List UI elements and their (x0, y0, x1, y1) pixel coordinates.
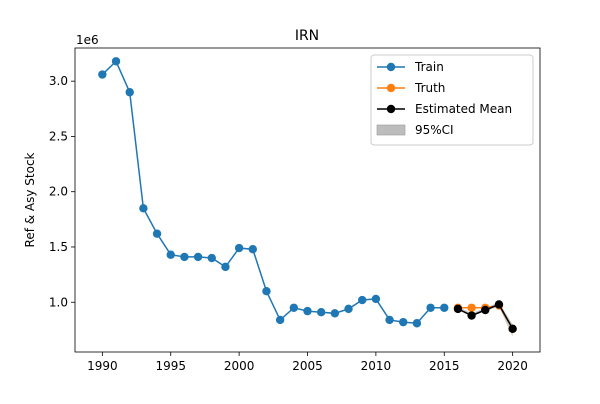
data-point-train (371, 294, 381, 304)
series-estimated-mean (453, 300, 517, 333)
data-point-train (125, 88, 134, 97)
data-point-train (193, 252, 203, 262)
data-point-estimated-mean (481, 305, 490, 315)
legend-label-train: Train (414, 60, 444, 74)
data-point-estimated-mean (453, 304, 463, 314)
data-point-train (139, 204, 148, 213)
x-tick-label: 2005 (292, 359, 323, 373)
legend-label-truth: Truth (414, 81, 445, 95)
data-point-train (289, 303, 299, 312)
data-point-estimated-mean (508, 324, 517, 333)
legend-marker-truth (386, 83, 396, 93)
x-tick-label: 2015 (429, 359, 460, 373)
x-tick-label: 2020 (497, 359, 528, 373)
data-point-train (207, 253, 216, 263)
data-point-train (180, 252, 189, 262)
legend-box (370, 54, 534, 146)
y-tick-label: 2.0 (49, 185, 68, 199)
data-point-train (303, 306, 312, 316)
legend-marker-train (386, 62, 396, 72)
legend-label-95-ci: 95%CI (415, 123, 454, 137)
series-train (98, 57, 449, 328)
data-point-train (275, 315, 285, 325)
data-point-train (248, 244, 257, 254)
legend-patch-95-ci (376, 124, 406, 136)
data-point-train (385, 315, 394, 325)
axes-layer: 1990 1995 2000 2005 2010 2015 2020 1.0 1.5 2.0 2.5… (49, 47, 541, 373)
data-point-train (426, 303, 435, 312)
data-point-train (262, 287, 271, 296)
data-point-train (399, 317, 408, 327)
data-point-train (412, 319, 422, 328)
x-tick-label: 1990 (87, 359, 118, 373)
data-point-estimated-mean (467, 311, 476, 320)
y-tick-label: 1.5 (49, 240, 68, 254)
y-tick-label: 1.0 (49, 295, 68, 309)
x-tick-label: 2010 (361, 359, 392, 373)
data-point-train (330, 309, 340, 318)
data-point-train (152, 229, 162, 238)
x-tick-label: 2000 (224, 359, 255, 373)
chart-title: IRN (295, 28, 319, 44)
data-point-truth (467, 303, 476, 312)
data-point-train (166, 250, 175, 259)
data-point-train (111, 57, 121, 66)
data-point-train (98, 70, 107, 79)
data-point-train (234, 243, 244, 253)
y-tick-label: 2.5 (49, 129, 68, 143)
data-point-train (316, 308, 326, 317)
y-tick-label: 3.0 (49, 74, 68, 88)
data-point-train (440, 303, 449, 312)
legend: Train Truth Estimated Mean 95%CI (370, 54, 534, 146)
data-point-train (358, 295, 367, 305)
data-point-train (344, 304, 353, 314)
series-layer (98, 57, 517, 333)
data-point-estimated-mean (494, 300, 504, 309)
y-offset-label: 1e6 (76, 33, 99, 47)
legend-label-estimated-mean: Estimated Mean (415, 102, 512, 116)
data-point-train (221, 262, 230, 272)
legend-marker-estimated-mean (386, 104, 396, 114)
y-axis-label: Ref & Asy Stock (23, 152, 37, 247)
x-tick-label: 1995 (155, 359, 186, 373)
